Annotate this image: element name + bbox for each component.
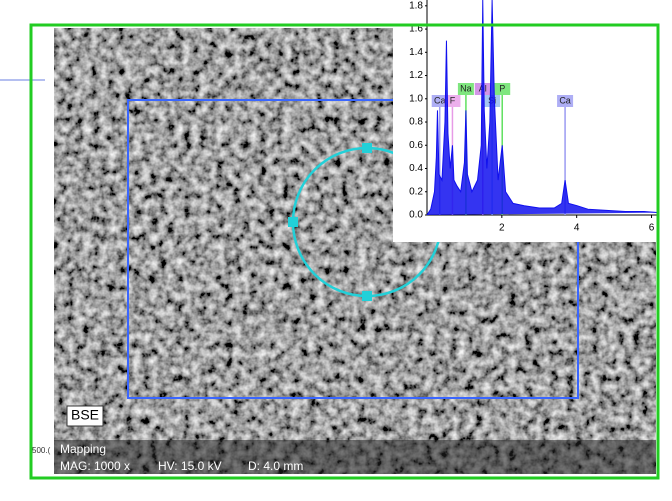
y-tick-label: 0.8 <box>409 117 423 128</box>
peak-label-box <box>431 95 448 107</box>
x-tick-label: 6 <box>649 223 655 234</box>
spectrum: 0.00.20.40.60.81.01.21.41.61.8246CaFNaAl… <box>409 0 660 234</box>
peak-label: Na <box>460 83 472 93</box>
handle[interactable] <box>288 217 298 227</box>
hv-label: HV: 15.0 kV <box>158 459 222 473</box>
spectrum-line <box>426 0 660 216</box>
mode-label: Mapping <box>60 442 106 456</box>
y-tick-label: 1.8 <box>409 0 423 11</box>
peak-label-box <box>457 83 474 95</box>
peak-label-box <box>444 95 461 107</box>
handle[interactable] <box>362 291 372 301</box>
info-strip <box>54 440 656 474</box>
peak-label-box <box>494 83 511 95</box>
mag-label: MAG: 1000 x <box>60 459 130 473</box>
distance-label: D: 4.0 mm <box>248 459 303 473</box>
frame <box>29 23 660 480</box>
peak-label: Ca <box>434 95 446 105</box>
peak-label: Ca <box>559 95 571 105</box>
peak-label: F <box>450 95 456 105</box>
y-tick-label: 1.0 <box>409 93 423 104</box>
side-label: 500.( <box>32 446 51 455</box>
y-tick-label: 0.0 <box>409 210 423 221</box>
peak-label-box <box>557 95 574 107</box>
bse-box <box>66 405 104 427</box>
peak-label: P <box>499 83 505 93</box>
y-tick-label: 1.4 <box>409 47 423 58</box>
selection-rect[interactable] <box>127 99 579 399</box>
detector-label: BSE <box>71 407 99 423</box>
y-tick-label: 1.2 <box>409 70 423 81</box>
x-tick-label: 4 <box>574 223 580 234</box>
handle[interactable] <box>362 143 372 153</box>
y-tick-label: 0.4 <box>409 163 423 174</box>
y-tick-label: 0.6 <box>409 140 423 151</box>
y-tick-label: 1.6 <box>409 24 423 35</box>
y-tick-label: 0.2 <box>409 186 423 197</box>
x-tick-label: 2 <box>499 223 505 234</box>
